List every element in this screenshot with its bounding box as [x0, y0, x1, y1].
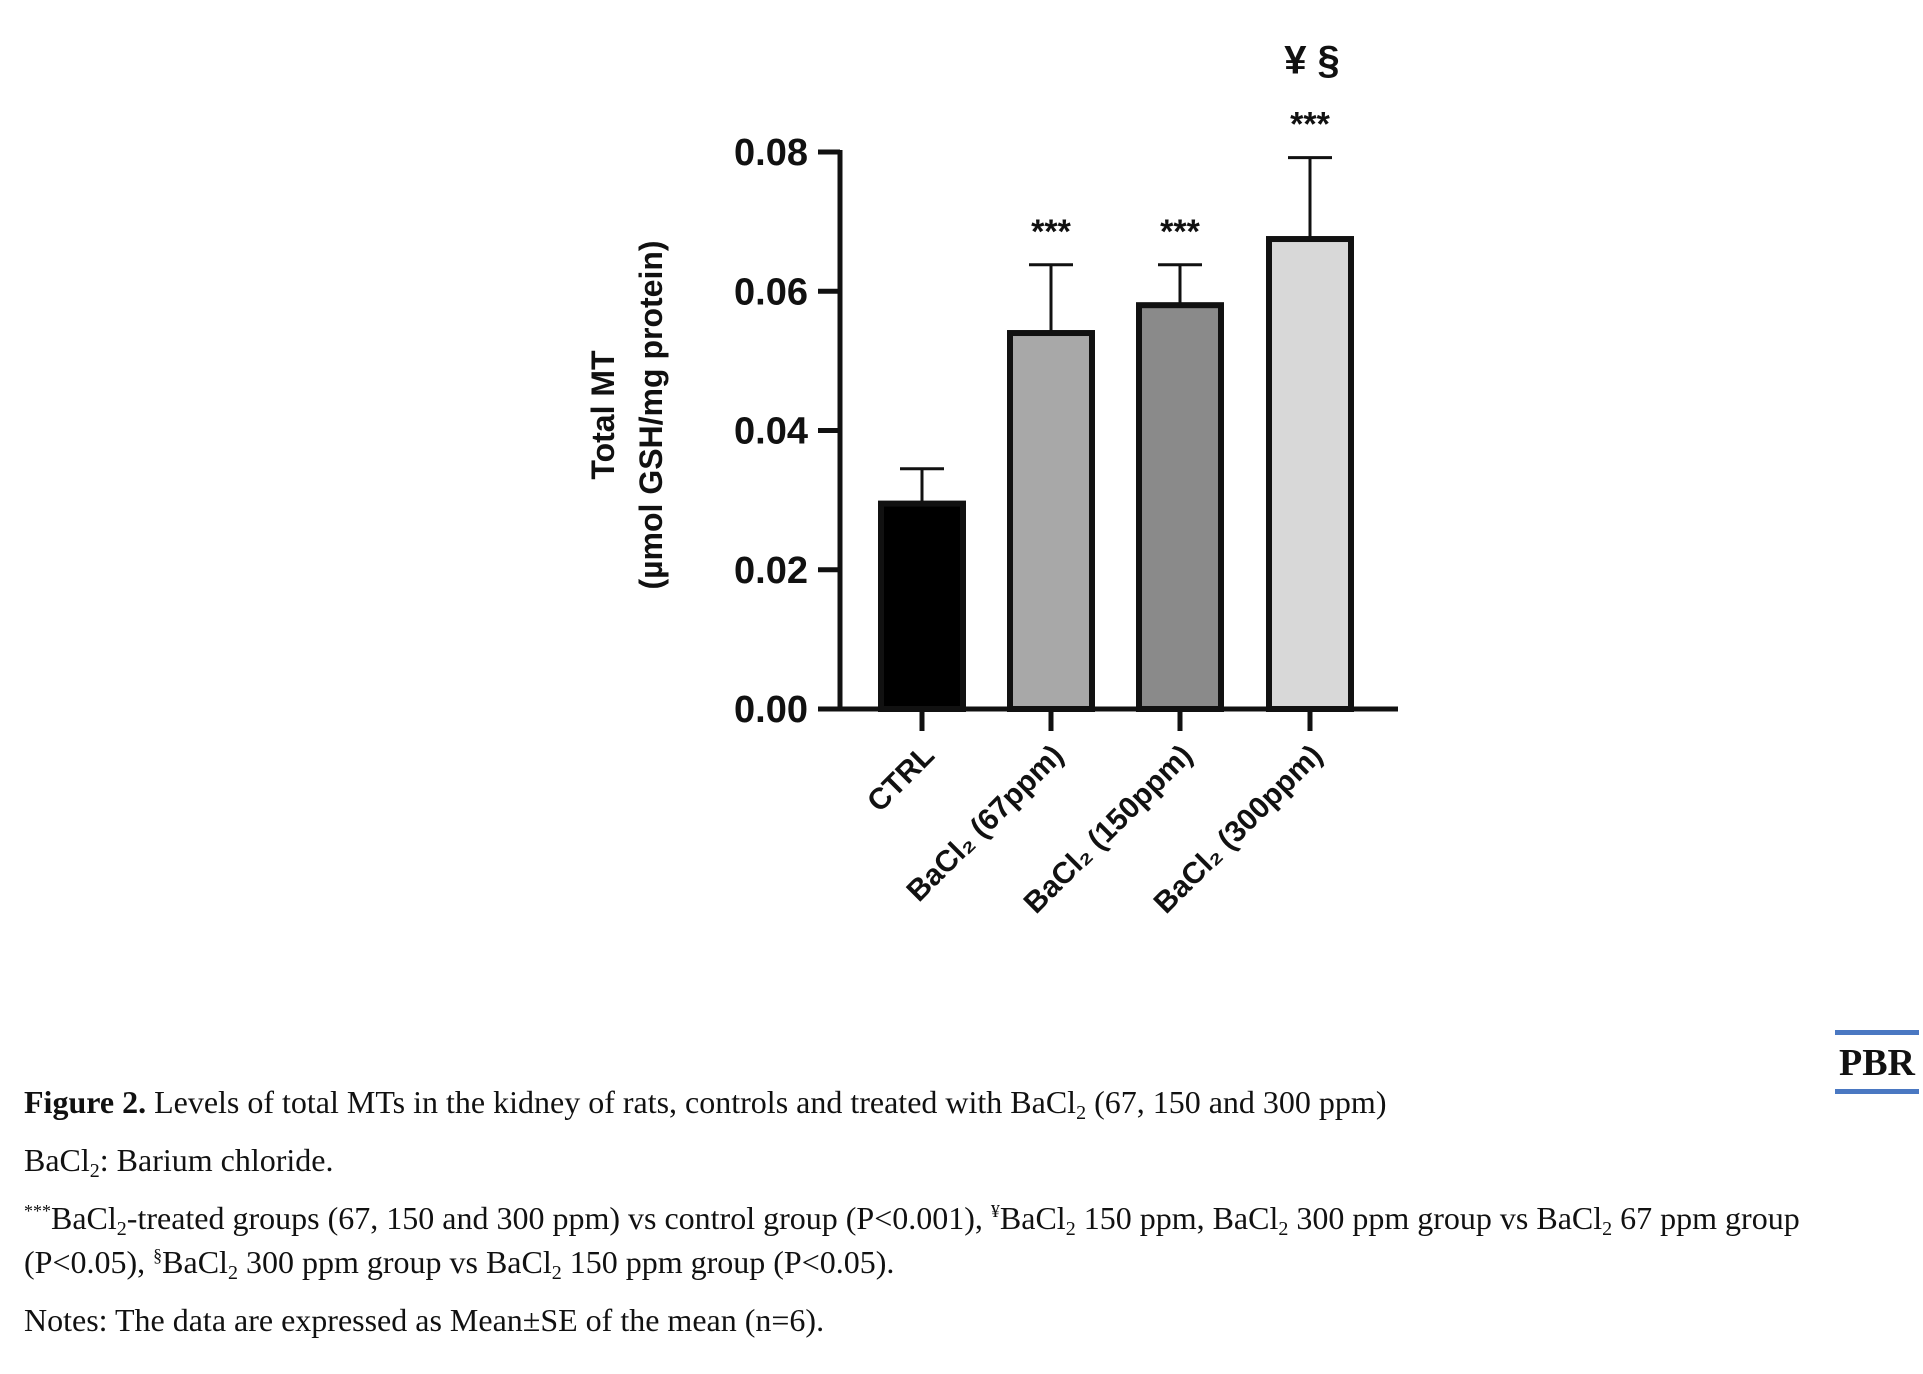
caption-text: (67, 150 and 300 ppm) — [1086, 1084, 1387, 1120]
note-text: 150 ppm group (P<0.05). — [561, 1244, 895, 1280]
subscript: 2 — [1602, 1218, 1613, 1240]
sig-symbol: *** — [24, 1201, 51, 1221]
subscript: 2 — [89, 1160, 100, 1182]
sig-symbol: ¥ — [990, 1201, 1000, 1221]
figure-caption: Figure 2. Levels of total MTs in the kid… — [24, 1080, 1386, 1124]
y-tick-label: 0.02 — [734, 550, 808, 592]
y-tick-label: 0.06 — [734, 271, 808, 313]
note-text: 300 ppm group vs BaCl — [1288, 1200, 1603, 1236]
note-text: 150 ppm, BaCl — [1075, 1200, 1279, 1236]
sig-symbol: § — [153, 1245, 163, 1265]
note-text: 300 ppm group vs BaCl — [237, 1244, 552, 1280]
bar — [1136, 302, 1224, 712]
y-tick-label: 0.08 — [734, 132, 808, 174]
note-text: -treated groups (67, 150 and 300 ppm) vs… — [126, 1200, 991, 1236]
significance-note: ***BaCl2-treated groups (67, 150 and 300… — [24, 1196, 1914, 1284]
journal-logo: PBR — [1835, 1030, 1919, 1094]
bar — [878, 500, 966, 713]
significance-label: *** — [1031, 213, 1071, 251]
subscript: 2 — [1065, 1218, 1076, 1240]
note-text: BaCl — [999, 1200, 1066, 1236]
note-text: BaCl — [51, 1200, 117, 1236]
caption-text: Levels of total MTs in the kidney of rat… — [146, 1084, 1077, 1120]
abbr-definition: : Barium chloride. — [99, 1142, 334, 1178]
significance-label: *** — [1160, 213, 1200, 251]
figure-label: Figure 2. — [24, 1084, 147, 1120]
subscript: 2 — [1076, 1102, 1087, 1124]
abbr-term: BaCl — [24, 1142, 90, 1178]
y-tick-label: 0.00 — [734, 689, 808, 731]
abbreviation-note: BaCl2: Barium chloride. — [24, 1138, 334, 1182]
subscript: 2 — [116, 1218, 127, 1240]
significance-symbols: ¥ § — [1284, 39, 1340, 83]
bar — [1007, 330, 1095, 712]
bar — [1266, 236, 1354, 712]
y-axis-title-line2: (µmol GSH/mg protein) — [633, 240, 669, 589]
subscript: 2 — [227, 1262, 238, 1284]
significance-label: *** — [1290, 106, 1330, 144]
note-text: 67 ppm group (P<0.05), — [24, 1200, 1800, 1280]
y-axis-title: Total MT (µmol GSH/mg protein) — [585, 240, 669, 589]
bar-chart: Total MT (µmol GSH/mg protein) 0.00 0.02 0… — [585, 39, 1398, 920]
notes-text: Notes: The data are expressed as Mean±SE… — [24, 1302, 825, 1338]
y-tick-label: 0.04 — [734, 411, 808, 453]
y-axis-title-line1: Total MT — [585, 350, 621, 480]
x-tick-label: CTRL — [861, 739, 941, 819]
subscript: 2 — [1278, 1218, 1289, 1240]
notes: Notes: The data are expressed as Mean±SE… — [24, 1298, 824, 1342]
subscript: 2 — [551, 1262, 562, 1284]
note-text: BaCl — [162, 1244, 228, 1280]
